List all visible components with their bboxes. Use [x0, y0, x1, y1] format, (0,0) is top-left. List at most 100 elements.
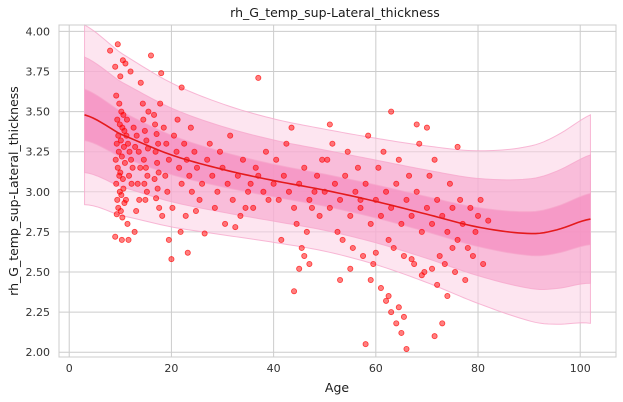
data-point: [413, 121, 420, 128]
data-point: [375, 164, 382, 171]
data-point: [126, 148, 133, 155]
data-point: [159, 212, 166, 219]
data-point: [160, 124, 167, 131]
data-point: [285, 188, 292, 195]
data-point: [242, 204, 249, 211]
data-point: [485, 217, 492, 224]
y-tick-label: 3.25: [26, 146, 51, 159]
data-point: [398, 329, 405, 336]
data-point: [177, 228, 184, 235]
data-point: [306, 196, 313, 203]
data-point: [214, 188, 221, 195]
data-point: [360, 252, 367, 259]
data-point: [209, 172, 216, 179]
data-point: [199, 180, 206, 187]
data-point: [121, 127, 128, 134]
data-point: [367, 220, 374, 227]
data-point: [152, 121, 159, 128]
data-point: [136, 196, 143, 203]
data-point: [255, 74, 262, 81]
data-point: [165, 236, 172, 243]
data-point: [339, 236, 346, 243]
x-tick-label: 40: [267, 362, 281, 375]
y-tick-label: 2.50: [26, 266, 51, 279]
data-point: [472, 228, 479, 235]
data-point: [137, 79, 144, 86]
data-point: [301, 164, 308, 171]
data-point: [181, 140, 188, 147]
data-point: [211, 204, 218, 211]
data-point: [126, 172, 133, 179]
data-point: [423, 204, 430, 211]
data-point: [418, 272, 425, 279]
data-point: [125, 236, 132, 243]
data-point: [192, 208, 199, 215]
y-tick-label: 4.00: [26, 25, 51, 38]
data-point: [143, 137, 150, 144]
data-point: [139, 100, 146, 107]
data-point: [113, 92, 120, 99]
data-point: [165, 156, 172, 163]
data-point: [129, 164, 136, 171]
x-axis-label: Age: [325, 380, 349, 395]
data-point: [480, 260, 487, 267]
data-point: [283, 140, 290, 147]
data-point: [112, 156, 119, 163]
data-point: [449, 244, 456, 251]
data-point: [204, 156, 211, 163]
x-axis-ticks: 0 20 40 60 80 100: [66, 362, 591, 375]
data-point: [265, 196, 272, 203]
data-point: [120, 111, 127, 118]
data-point: [169, 204, 176, 211]
y-axis-ticks: 2.00 2.25 2.50 2.75 3.00 3.25 3.50 3.75 4.00: [26, 25, 51, 359]
data-point: [114, 196, 121, 203]
data-point: [131, 228, 138, 235]
data-point: [329, 140, 336, 147]
data-point: [260, 188, 267, 195]
data-point: [114, 41, 121, 48]
data-point: [232, 224, 239, 231]
data-point: [467, 204, 474, 211]
data-point: [133, 208, 140, 215]
data-point: [114, 164, 121, 171]
data-point: [142, 164, 149, 171]
data-point: [464, 244, 471, 251]
data-point: [388, 108, 395, 115]
data-point: [227, 132, 234, 139]
data-point: [454, 143, 461, 150]
x-tick-label: 80: [471, 362, 485, 375]
data-point: [112, 63, 119, 70]
data-point: [370, 260, 377, 267]
data-point: [380, 148, 387, 155]
data-point: [393, 180, 400, 187]
data-point: [186, 172, 193, 179]
data-point: [311, 188, 318, 195]
data-point: [178, 180, 185, 187]
data-point: [385, 236, 392, 243]
y-tick-label: 2.25: [26, 306, 51, 319]
data-point: [155, 140, 162, 147]
data-point: [462, 277, 469, 284]
data-point: [395, 156, 402, 163]
data-point: [306, 260, 313, 267]
data-point: [319, 156, 326, 163]
data-point: [449, 204, 456, 211]
data-point: [367, 277, 374, 284]
data-point: [400, 313, 407, 320]
data-point: [398, 220, 405, 227]
data-point: [383, 297, 390, 304]
data-point: [143, 188, 150, 195]
data-point: [114, 116, 121, 123]
data-point: [157, 100, 164, 107]
data-point: [291, 288, 298, 295]
data-point: [119, 214, 126, 221]
data-point: [140, 156, 147, 163]
data-point: [273, 156, 280, 163]
data-point: [411, 260, 418, 267]
data-point: [439, 320, 446, 327]
data-point: [120, 143, 127, 150]
data-point: [122, 60, 129, 67]
data-point: [446, 180, 453, 187]
data-point: [147, 52, 154, 59]
